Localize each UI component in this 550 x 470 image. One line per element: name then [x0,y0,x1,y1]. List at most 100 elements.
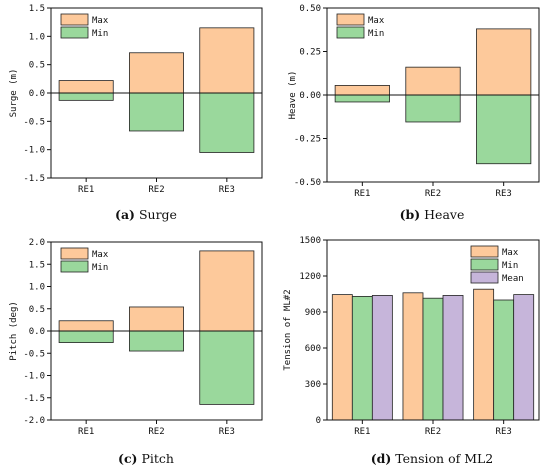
y-axis-label: Surge (m) [9,69,19,118]
legend-swatch-mean [470,271,499,284]
y-tick-label: 0.5 [29,61,45,71]
y-tick-label: -0.5 [23,349,45,359]
y-tick-label: 1.0 [29,283,45,293]
y-tick-label: 1.5 [29,4,45,14]
caption-letter: (b) [400,207,421,222]
y-tick-label: -1.5 [23,174,45,184]
caption-letter: (d) [371,451,392,466]
x-tick-label: RE1 [78,427,94,437]
bar-mean-re1 [371,295,393,421]
panel-caption: (d) Tension of ML2 [371,451,494,466]
x-tick-label: RE3 [219,185,235,195]
bar-min-re3 [493,299,515,421]
y-tick-label: -0.50 [294,178,321,188]
y-tick-label: -1.5 [23,394,45,404]
bar-min-re1 [351,295,373,421]
legend-label-mean: Mean [502,274,524,284]
x-tick-label: RE1 [354,427,370,437]
bar-min-re3 [199,92,255,153]
legend-swatch-max [470,245,499,258]
y-tick-label: 0.0 [29,89,45,99]
caption-text: Heave [420,207,464,222]
bar-mean-re3 [513,294,535,421]
bar-max-re2 [129,52,184,94]
legend-label-min: Min [92,263,108,273]
y-axis-label: Pitch (deg) [9,301,19,361]
panel-surge: -1.5 -1.0 -0.5 0.0 0.5 1.0 1.5 RE1 RE2 RE3 Surge (… [9,4,263,222]
legend-swatch-max [60,247,89,260]
y-tick-label: 1.5 [29,260,45,270]
x-tick-label: RE1 [354,189,370,199]
legend-swatch-min [60,26,89,39]
bar-mean-re2 [442,295,464,421]
x-tick-label: RE2 [148,427,164,437]
bar-max-re3 [199,27,255,94]
bar-min-re2 [405,94,461,123]
y-tick-label: 0.50 [299,4,321,14]
y-tick-label: 2.0 [29,238,45,248]
x-tick-label: RE3 [496,427,512,437]
y-tick-label: 0.00 [299,91,321,101]
y-axis-label: Tension of ML#2 [283,289,293,370]
bar-min-re1 [334,94,390,103]
bar-min-re2 [129,330,184,352]
y-tick-label: 600 [305,344,321,354]
x-tick-label: RE3 [219,427,235,437]
y-tick-label: 900 [305,308,321,318]
y-tick-label: 0.0 [29,327,45,337]
y-tick-label: 0.5 [29,305,45,315]
bar-max-re1 [58,320,114,332]
y-tick-label: 0.25 [299,48,321,58]
bar-min-re1 [58,330,114,343]
y-tick-label: 1.0 [29,32,45,42]
bar-max-re3 [473,288,495,421]
bar-max-re1 [334,85,390,96]
legend-label-max: Max [368,16,385,26]
y-tick-label: -0.5 [23,117,45,127]
x-tick-label: RE2 [148,185,164,195]
y-tick-label: 1500 [299,236,321,246]
bar-min-re3 [476,94,532,165]
y-tick-label: 300 [305,380,321,390]
panel-caption: (a) Surge [115,207,177,222]
legend-label-min: Min [368,29,384,39]
caption-text: Pitch [137,451,173,466]
legend-swatch-max [336,13,365,26]
caption-text: Surge [135,207,177,222]
caption-letter: (a) [115,207,135,222]
legend-label-max: Max [92,16,109,26]
y-axis-label: Heave (m) [288,71,298,120]
y-tick-label: -2.0 [23,416,45,426]
legend-label-max: Max [92,250,109,260]
bar-min-re3 [199,330,255,405]
x-tick-label: RE3 [496,189,512,199]
bar-max-re3 [476,28,532,96]
legend-swatch-max [60,13,89,26]
bar-max-re2 [129,306,184,332]
bar-max-re1 [58,80,114,94]
y-tick-label: -1.0 [23,146,45,156]
bar-min-re2 [422,297,444,421]
y-tick-label: 1200 [299,272,321,282]
panel-heave: -0.50 -0.25 0.00 0.25 0.50 RE1 RE2 RE3 Heave (m)… [288,4,540,222]
bar-min-re2 [129,92,184,132]
legend-label-min: Min [502,261,518,271]
bar-max-re2 [402,292,424,421]
x-tick-label: RE1 [78,185,94,195]
bar-max-re2 [405,66,461,96]
caption-text: Tension of ML2 [391,451,493,466]
legend-label-min: Min [92,29,108,39]
y-tick-label: -0.25 [294,135,321,145]
bar-max-re1 [331,294,353,421]
y-tick-label: -1.0 [23,372,45,382]
legend-swatch-min [470,258,499,271]
caption-letter: (c) [118,451,137,466]
panel-caption: (b) Heave [400,207,465,222]
x-tick-label: RE2 [425,189,441,199]
bar-max-re3 [199,250,255,332]
panel-caption: (c) Pitch [118,451,174,466]
y-tick-label: 0 [316,416,321,426]
panel-pitch: -2.0 -1.5 -1.0 -0.5 0.0 0.5 1.0 1.5 2.0 RE1 RE2 RE3… [9,238,263,466]
legend-swatch-min [60,260,89,273]
